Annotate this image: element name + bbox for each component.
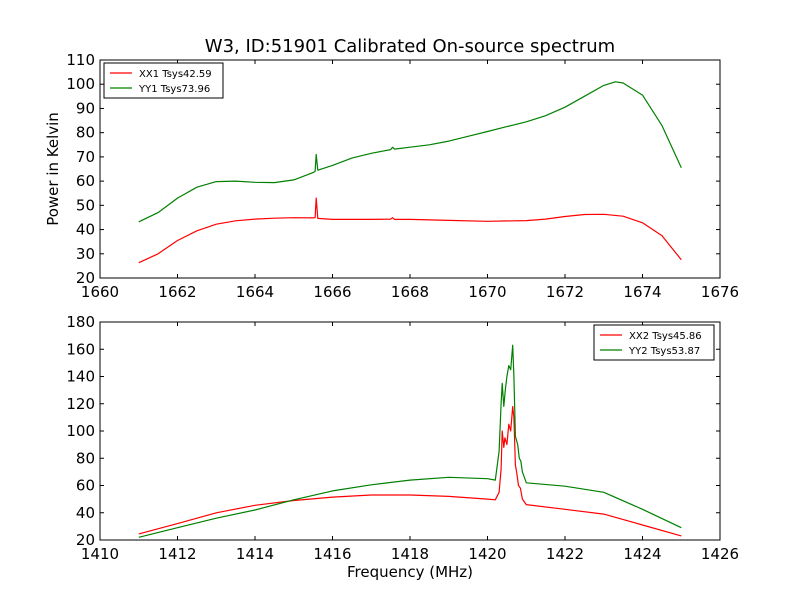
y-tick-label: 20 (76, 269, 95, 287)
subplot-2: 1410 1412 1414 1416 1418 1420 1422 1424 1426 20 40… (66, 313, 739, 563)
x-tick-label: 1420 (468, 545, 506, 563)
legend-label-1: XX1 Tsys42.59 (139, 69, 212, 80)
y-tick-label: 140 (66, 368, 95, 386)
plots-layer: 1660 1662 1664 1666 1668 1670 1672 1674 1676 20 30… (66, 51, 739, 563)
legend-label-2: YY1 Tsys73.96 (138, 84, 210, 95)
y-tick-label: 60 (76, 477, 95, 495)
x-tick-label: 1672 (546, 283, 584, 301)
x-tick-label: 1676 (701, 283, 739, 301)
x-tick-label: 1410 (81, 545, 119, 563)
y-tick-label: 120 (66, 395, 95, 413)
y-tick-label: 110 (66, 51, 95, 69)
x-tick-label: 1412 (158, 545, 196, 563)
series-line-2 (138, 344, 682, 538)
x-tick-label: 1670 (468, 283, 506, 301)
legend-box (103, 62, 224, 99)
legend-label-1: XX2 Tsys45.86 (629, 331, 702, 342)
y-tick-label: 30 (76, 245, 95, 263)
y-tick-label: 40 (76, 504, 95, 522)
y-tick-label: 90 (76, 99, 95, 117)
y-tick-label: 20 (76, 531, 95, 549)
series-line-2 (138, 81, 682, 223)
chart-title: W3, ID:51901 Calibrated On-source spectr… (205, 36, 615, 57)
x-tick-label: 1418 (391, 545, 429, 563)
x-tick-label: 1426 (701, 545, 739, 563)
y-tick-label: 60 (76, 172, 95, 190)
y-tick-label: 180 (66, 313, 95, 331)
legend: XX1 Tsys42.59 YY1 Tsys73.96 (103, 62, 224, 99)
y-tick-label: 160 (66, 340, 95, 358)
legend-box (593, 324, 715, 361)
subplot-1: 1660 1662 1664 1666 1668 1670 1672 1674 1676 20 30… (66, 51, 739, 301)
x-tick-label: 1674 (623, 283, 661, 301)
series-line-1 (138, 405, 682, 537)
y-axis-label-top: Power in Kelvin (44, 112, 62, 226)
x-tick-label: 1414 (236, 545, 274, 563)
series-line-1 (138, 197, 682, 264)
x-tick-label: 1422 (546, 545, 584, 563)
x-tick-label: 1662 (158, 283, 196, 301)
y-tick-label: 40 (76, 221, 95, 239)
x-tick-label: 1668 (391, 283, 429, 301)
legend-label-2: YY2 Tsys53.87 (628, 346, 700, 357)
x-axis-label-bottom: Frequency (MHz) (347, 563, 473, 581)
x-tick-label: 1666 (313, 283, 351, 301)
x-tick-label: 1660 (81, 283, 119, 301)
x-tick-label: 1416 (313, 545, 351, 563)
legend: XX2 Tsys45.86 YY2 Tsys53.87 (593, 324, 715, 361)
x-tick-label: 1424 (623, 545, 661, 563)
y-tick-label: 80 (76, 449, 95, 467)
y-tick-label: 80 (76, 124, 95, 142)
y-tick-label: 70 (76, 148, 95, 166)
x-tick-label: 1664 (236, 283, 274, 301)
y-tick-label: 50 (76, 196, 95, 214)
y-tick-label: 100 (66, 422, 95, 440)
y-tick-label: 100 (66, 75, 95, 93)
